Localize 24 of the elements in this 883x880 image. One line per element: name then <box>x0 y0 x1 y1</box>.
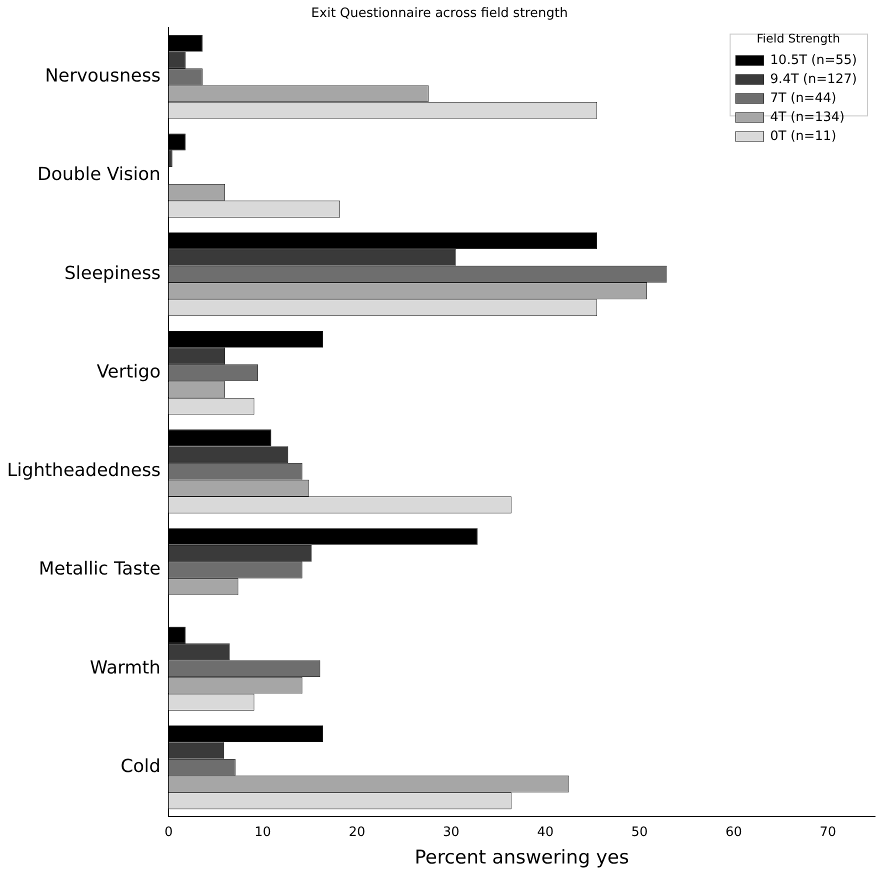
legend-label: 9.4T (n=127) <box>770 72 858 87</box>
y-tick-label: Metallic Taste <box>38 558 161 580</box>
x-tick-label: 70 <box>820 824 836 840</box>
x-tick-label: 20 <box>348 824 366 840</box>
legend-label: 10.5T (n=55) <box>770 52 858 68</box>
y-tick-label: Double Vision <box>37 164 161 186</box>
y-tick-label: Vertigo <box>96 361 161 382</box>
y-tick-label: Cold <box>120 756 161 777</box>
legend-label: 0T (n=11) <box>770 128 836 144</box>
y-tick-label: Warmth <box>90 657 161 678</box>
x-axis-title: Percent answering yes <box>414 846 630 869</box>
x-tick-label: 40 <box>537 824 554 840</box>
legend-label: 4T (n=134) <box>770 110 845 125</box>
legend-title: Field Strength <box>756 32 840 46</box>
x-tick-label: 60 <box>725 824 742 840</box>
chart-title: Exit Questionnaire across field strength <box>311 6 568 22</box>
x-tick-label: 0 <box>164 824 173 840</box>
y-tick-label: Nervousness <box>44 66 161 87</box>
x-tick-label: 10 <box>254 824 272 840</box>
x-tick-label: 50 <box>631 824 648 840</box>
x-tick-label: 30 <box>442 824 460 840</box>
legend-label: 7T (n=44) <box>770 90 836 106</box>
y-tick-label: Lightheadedness <box>6 460 161 482</box>
y-tick-label: Sleepiness <box>64 262 161 284</box>
